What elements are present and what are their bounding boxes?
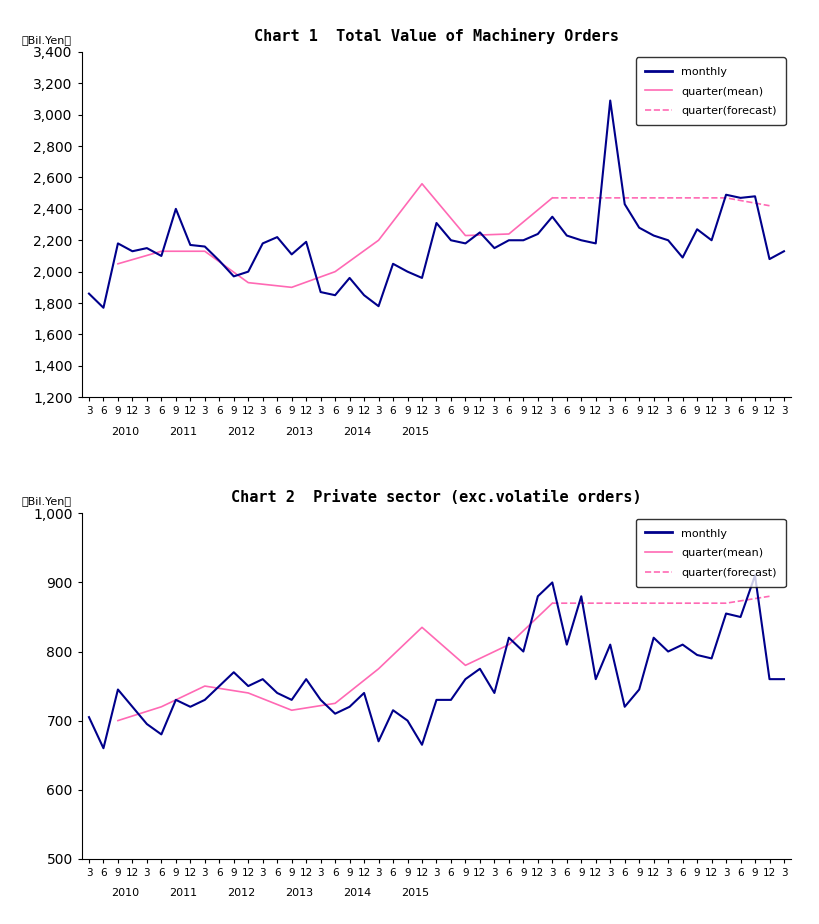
Text: 2010: 2010 — [111, 427, 139, 436]
Text: 2013: 2013 — [285, 427, 313, 436]
Text: 2014: 2014 — [342, 888, 371, 898]
Legend: monthly, quarter(mean), quarter(forecast): monthly, quarter(mean), quarter(forecast… — [636, 57, 785, 126]
Text: 2011: 2011 — [169, 427, 197, 436]
Text: 2010: 2010 — [111, 888, 139, 898]
Title: Chart 1  Total Value of Machinery Orders: Chart 1 Total Value of Machinery Orders — [254, 28, 619, 43]
Text: 2011: 2011 — [169, 888, 197, 898]
Text: 2012: 2012 — [227, 427, 256, 436]
Text: 2015: 2015 — [400, 888, 429, 898]
Text: （Bil.Yen）: （Bil.Yen） — [21, 496, 71, 506]
Text: 2015: 2015 — [400, 427, 429, 436]
Text: 2014: 2014 — [342, 427, 371, 436]
Text: （Bil.Yen）: （Bil.Yen） — [21, 35, 71, 45]
Legend: monthly, quarter(mean), quarter(forecast): monthly, quarter(mean), quarter(forecast… — [636, 519, 785, 587]
Title: Chart 2  Private sector (exc.volatile orders): Chart 2 Private sector (exc.volatile ord… — [231, 491, 642, 505]
Text: 2012: 2012 — [227, 888, 256, 898]
Text: 2013: 2013 — [285, 888, 313, 898]
